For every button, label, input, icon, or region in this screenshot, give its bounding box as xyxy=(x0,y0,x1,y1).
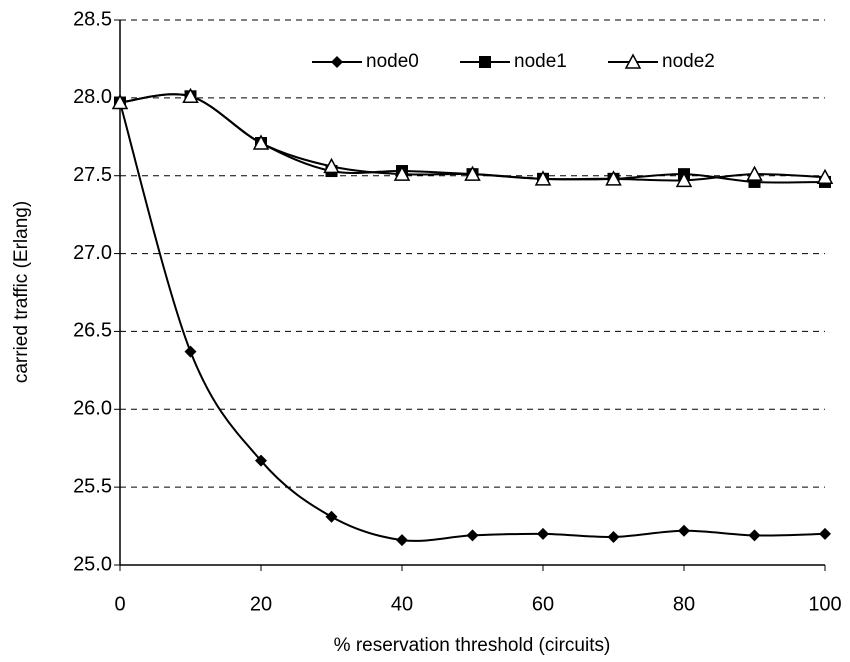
marker xyxy=(331,56,343,68)
marker xyxy=(325,510,338,523)
x-tick-label: 80 xyxy=(673,593,695,615)
x-axis-label: % reservation threshold (circuits) xyxy=(334,635,611,656)
marker xyxy=(323,157,340,174)
marker xyxy=(675,171,693,188)
y-tick-label: 25.5 xyxy=(73,475,112,497)
marker xyxy=(252,134,270,150)
legend-label: node1 xyxy=(514,51,567,72)
y-tick-label: 28.5 xyxy=(73,8,112,30)
marker xyxy=(624,53,642,69)
y-tick-label: 26.0 xyxy=(73,398,112,420)
marker xyxy=(479,56,491,68)
x-tick-label: 60 xyxy=(532,593,554,615)
marker xyxy=(746,165,763,181)
marker xyxy=(255,454,267,467)
marker xyxy=(534,170,552,186)
marker xyxy=(111,93,129,110)
marker xyxy=(393,165,411,181)
marker xyxy=(464,165,481,181)
x-tick-label: 100 xyxy=(808,593,841,615)
y-tick-label: 25.0 xyxy=(73,553,112,575)
marker xyxy=(182,87,199,104)
marker xyxy=(678,524,690,537)
y-tick-label: 26.5 xyxy=(73,320,112,342)
marker xyxy=(816,168,834,185)
y-tick-label: 27.5 xyxy=(73,164,112,186)
marker xyxy=(819,527,831,540)
marker xyxy=(605,170,622,186)
legend-label: node2 xyxy=(662,51,715,72)
legend-label: node0 xyxy=(366,51,419,72)
marker xyxy=(396,534,408,547)
marker xyxy=(607,530,620,543)
y-axis-label: carried traffic (Erlang) xyxy=(11,201,32,383)
marker xyxy=(184,345,197,358)
x-tick-label: 40 xyxy=(391,593,413,615)
marker xyxy=(537,527,549,540)
marker xyxy=(748,529,761,542)
x-tick-label: 20 xyxy=(250,593,272,615)
marker xyxy=(466,529,479,542)
x-tick-label: 0 xyxy=(114,593,125,615)
y-tick-label: 27.0 xyxy=(73,242,112,264)
y-tick-label: 28.0 xyxy=(73,86,112,108)
